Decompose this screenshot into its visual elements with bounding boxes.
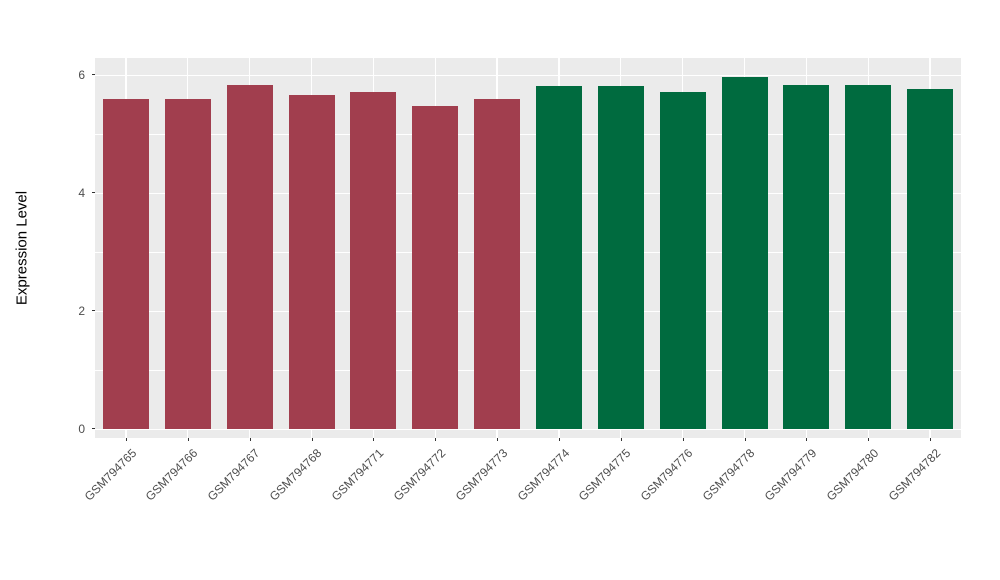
x-tick-label: GSM794772: [390, 446, 449, 504]
plot-panel: [95, 58, 961, 438]
x-tick-label: GSM794773: [452, 446, 510, 504]
y-tick-label: 6: [78, 67, 85, 82]
bar: [350, 92, 397, 429]
x-tick-mark: [930, 438, 932, 441]
x-tick-label: GSM794766: [143, 446, 201, 504]
gridline-minor: [95, 369, 961, 371]
y-tick-mark: [91, 428, 95, 430]
x-tick-label: GSM794771: [328, 446, 387, 504]
bar: [412, 106, 459, 429]
x-tick-label: GSM794765: [81, 446, 139, 504]
y-tick-label: 0: [78, 421, 85, 436]
bar: [164, 99, 211, 429]
x-tick-mark: [497, 438, 499, 441]
x-tick-mark: [187, 438, 189, 441]
y-axis-title-text: Expression Level: [13, 190, 31, 306]
bar: [474, 99, 521, 429]
x-tick-label: GSM794767: [204, 446, 263, 504]
x-tick-mark: [620, 438, 622, 441]
gridline-minor: [95, 251, 961, 253]
x-tick-mark: [125, 438, 127, 441]
bar: [721, 77, 768, 429]
bar: [783, 85, 830, 429]
bar: [845, 85, 892, 429]
x-tick-mark: [868, 438, 870, 441]
x-tick-label: GSM794782: [885, 446, 943, 504]
x-tick-mark: [682, 438, 684, 441]
y-tick-mark: [91, 192, 95, 194]
x-tick-label: GSM794780: [823, 446, 882, 504]
bar: [597, 86, 644, 429]
bar: [226, 84, 273, 429]
y-tick-label: 4: [78, 185, 85, 200]
y-tick-mark: [91, 74, 95, 76]
x-tick-mark: [744, 438, 746, 441]
gridline-major: [95, 192, 961, 194]
x-tick-label: GSM794768: [266, 446, 325, 504]
gridline-major: [95, 74, 961, 76]
x-tick-label: GSM794775: [576, 446, 634, 504]
y-tick-mark: [91, 310, 95, 312]
x-tick-mark: [311, 438, 313, 441]
y-tick-label: 2: [78, 303, 85, 318]
x-tick-label: GSM794776: [637, 446, 696, 504]
x-tick-label: GSM794778: [699, 446, 758, 504]
bar: [535, 86, 582, 429]
bar: [659, 92, 706, 429]
gridline-major: [95, 428, 961, 430]
x-tick-label: GSM794779: [761, 446, 820, 504]
bar: [907, 89, 954, 429]
bar: [288, 95, 335, 429]
x-tick-mark: [249, 438, 251, 441]
x-tick-mark: [558, 438, 560, 441]
gridline-major: [95, 310, 961, 312]
x-tick-mark: [806, 438, 808, 441]
bar: [102, 99, 149, 429]
gridline-minor: [95, 133, 961, 135]
x-tick-mark: [373, 438, 375, 441]
x-tick-mark: [435, 438, 437, 441]
x-tick-label: GSM794774: [514, 446, 572, 504]
